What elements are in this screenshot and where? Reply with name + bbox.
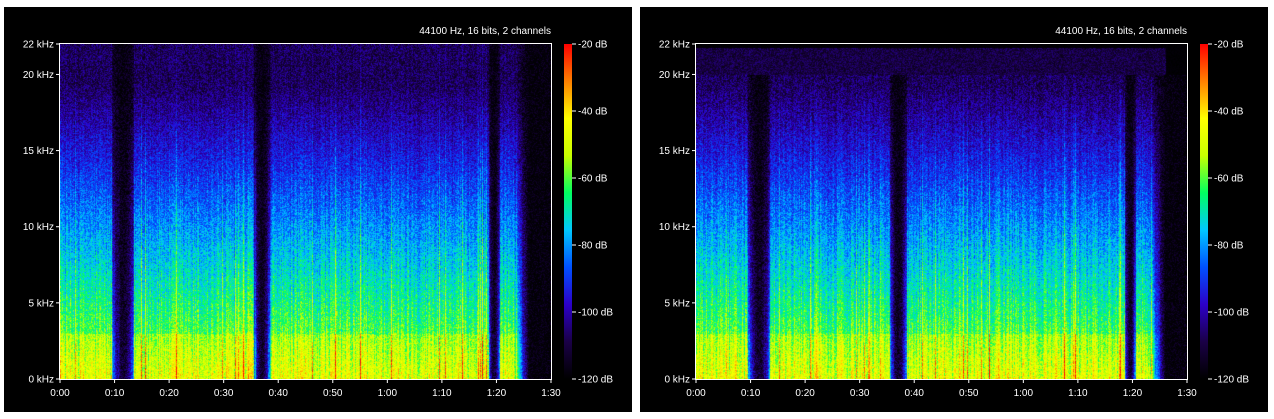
x-tick-label: 0:20: [159, 388, 179, 399]
colorbar-tick-label: -100 dB: [1214, 308, 1249, 319]
y-tick-label: 22 kHz: [659, 40, 690, 51]
x-tick-label: 0:10: [741, 388, 761, 399]
y-tick-label: 10 kHz: [23, 222, 54, 233]
x-tick-label: 0:40: [904, 388, 924, 399]
chart-title: 44100 Hz, 16 bits, 2 channels: [1055, 26, 1187, 37]
x-tick-label: 1:20: [1123, 388, 1143, 399]
x-tick-label: 0:20: [795, 388, 815, 399]
x-tick-label: 1:00: [378, 388, 398, 399]
x-tick-label: 1:30: [1177, 388, 1197, 399]
colorbar-tick-label: -80 dB: [1214, 241, 1244, 252]
y-tick-label: 22 kHz: [23, 40, 54, 51]
colorbar-tick-label: -60 dB: [578, 174, 608, 185]
plot-frame: [59, 43, 552, 380]
x-tick-label: 1:20: [487, 388, 507, 399]
colorbar-tick-label: -20 dB: [1214, 40, 1244, 51]
y-tick-label: 0 kHz: [28, 375, 54, 386]
plot-frame: [695, 43, 1188, 380]
y-tick-label: 5 kHz: [28, 298, 54, 309]
spectrogram-chart-right: 44100 Hz, 16 bits, 2 channels 0 kHz 5 kHz 1…: [659, 26, 1249, 399]
y-tick-label: 0 kHz: [664, 375, 690, 386]
spectrogram-image: [696, 44, 1187, 379]
y-tick-label: 5 kHz: [664, 298, 690, 309]
colorbar-tick-label: -40 dB: [1214, 107, 1244, 118]
spectrogram-panel-right: 44100 Hz, 16 bits, 2 channels 0 kHz 5 kHz 1…: [640, 7, 1268, 412]
x-tick-label: 0:30: [850, 388, 870, 399]
y-tick-label: 20 kHz: [659, 70, 690, 81]
y-tick-label: 20 kHz: [23, 70, 54, 81]
colorbar-tick-label: -100 dB: [578, 308, 613, 319]
x-tick-label: 1:00: [1014, 388, 1034, 399]
x-tick-label: 1:30: [541, 388, 561, 399]
y-tick-label: 15 kHz: [23, 146, 54, 157]
y-tick-label: 15 kHz: [659, 146, 690, 157]
x-tick-label: 0:40: [268, 388, 288, 399]
x-tick-label: 0:00: [50, 388, 70, 399]
colorbar-tick-label: -120 dB: [1214, 375, 1249, 386]
spectrogram-panel-left: 44100 Hz, 16 bits, 2 channels 0 kHz 5 kHz 1…: [4, 7, 632, 412]
colorbar-tick-label: -20 dB: [578, 40, 608, 51]
x-tick-label: 0:30: [214, 388, 234, 399]
colorbar-tick-label: -80 dB: [578, 241, 608, 252]
spectrogram-chart-left: 44100 Hz, 16 bits, 2 channels 0 kHz 5 kHz 1…: [23, 26, 613, 399]
colorbar: [1200, 44, 1208, 379]
x-tick-label: 1:10: [1068, 388, 1088, 399]
x-tick-label: 0:50: [323, 388, 343, 399]
colorbar-tick-label: -40 dB: [578, 107, 608, 118]
x-tick-label: 0:10: [105, 388, 125, 399]
x-tick-label: 1:10: [432, 388, 452, 399]
colorbar-tick-label: -120 dB: [578, 375, 613, 386]
x-tick-label: 0:50: [959, 388, 979, 399]
x-tick-label: 0:00: [686, 388, 706, 399]
chart-title: 44100 Hz, 16 bits, 2 channels: [419, 26, 551, 37]
y-tick-label: 10 kHz: [659, 222, 690, 233]
spectrogram-image: [60, 44, 551, 379]
colorbar: [564, 44, 572, 379]
colorbar-tick-label: -60 dB: [1214, 174, 1244, 185]
